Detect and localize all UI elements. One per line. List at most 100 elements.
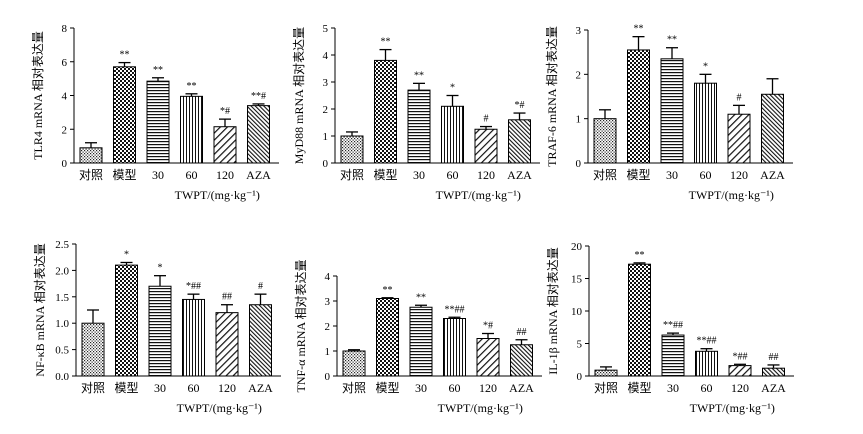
chart-panel-5: 0 1 2 3 4 对照 ** 模型 ** 30 **## 60 *# 120 ## AZA TWPT/(mg·… xyxy=(294,260,542,415)
significance-label: ## xyxy=(769,352,779,363)
y-tick-label: 15 xyxy=(571,274,583,286)
significance-label: **## xyxy=(663,320,683,331)
significance-label: **## xyxy=(445,304,465,315)
significance-label: *# xyxy=(220,106,230,117)
bar-2 xyxy=(115,264,138,377)
significance-label: # xyxy=(484,114,489,125)
category-label: 30 xyxy=(667,381,679,395)
bar-6 xyxy=(508,119,531,164)
x-axis-title: TWPT/(mg·kg⁻¹) xyxy=(690,401,775,415)
bar-2 xyxy=(627,49,650,164)
bar-2 xyxy=(374,59,397,164)
bar-5 xyxy=(474,128,498,164)
category-label: AZA xyxy=(760,168,785,182)
bar-5 xyxy=(728,365,752,377)
y-tick-label: 5 xyxy=(577,339,583,351)
category-label: 120 xyxy=(477,168,495,182)
significance-label: ** xyxy=(416,292,426,303)
category-label: AZA xyxy=(761,381,786,395)
category-label: 120 xyxy=(216,168,234,182)
category-label: 模型 xyxy=(375,381,399,395)
y-tick-label: 0 xyxy=(323,158,329,170)
bar-3 xyxy=(148,285,172,377)
bar-6 xyxy=(761,93,784,164)
y-tick-label: 0 xyxy=(577,371,583,383)
significance-label: # xyxy=(737,92,742,103)
y-tick-label: 1 xyxy=(325,346,331,358)
y-tick-label: 1.5 xyxy=(55,292,69,304)
y-tick-label: 3 xyxy=(325,296,331,308)
category-label: 模型 xyxy=(373,168,397,182)
category-label: AZA xyxy=(509,381,534,395)
category-label: 对照 xyxy=(340,168,364,182)
significance-label: ## xyxy=(222,292,232,303)
y-axis-title: NF-κB mRNA 相对表达量 xyxy=(33,243,47,376)
significance-label: * xyxy=(124,249,129,260)
bar-4 xyxy=(441,105,464,164)
category-label: 对照 xyxy=(79,168,103,182)
significance-label: ** xyxy=(634,24,644,35)
bar-5 xyxy=(213,126,237,164)
category-label: 对照 xyxy=(593,168,617,182)
x-axis-title: TWPT/(mg·kg⁻¹) xyxy=(438,401,523,415)
significance-label: *# xyxy=(515,100,525,111)
significance-label: ## xyxy=(517,327,527,338)
y-tick-label: 4 xyxy=(62,91,68,103)
y-tick-label: 5 xyxy=(323,23,329,35)
category-label: 120 xyxy=(730,168,748,182)
bar-2 xyxy=(628,263,651,377)
y-tick-label: 6 xyxy=(62,57,68,69)
significance-label: ** xyxy=(381,37,391,48)
significance-label: ** xyxy=(635,250,645,261)
bar-4 xyxy=(180,95,203,164)
bar-3 xyxy=(409,306,433,377)
significance-label: * xyxy=(158,263,163,274)
category-label: 60 xyxy=(188,381,200,395)
y-tick-label: 1 xyxy=(576,114,582,126)
bar-3 xyxy=(146,80,170,164)
significance-label: ** xyxy=(414,70,424,81)
x-axis-title: TWPT/(mg·kg⁻¹) xyxy=(175,188,260,202)
category-label: 120 xyxy=(479,381,497,395)
y-tick-label: 2 xyxy=(62,124,68,136)
category-label: 30 xyxy=(152,168,164,182)
bar-6 xyxy=(510,344,533,377)
y-tick-label: 4 xyxy=(325,271,331,283)
bar-1 xyxy=(593,118,617,164)
bar-4 xyxy=(182,298,205,377)
bar-6 xyxy=(247,105,270,164)
bar-3 xyxy=(407,89,431,164)
category-label: 对照 xyxy=(342,381,366,395)
category-label: 60 xyxy=(186,168,198,182)
y-tick-label: 2 xyxy=(323,104,329,116)
bar-6 xyxy=(762,367,785,377)
y-axis-title: MyD88 mRNA 相对表达量 xyxy=(292,27,306,164)
bar-5 xyxy=(476,338,500,377)
y-axis-title: TRAF-6 mRNA 相对表达量 xyxy=(545,26,559,167)
significance-label: * xyxy=(703,61,708,72)
bar-3 xyxy=(661,334,685,377)
significance-label: ** xyxy=(383,285,393,296)
y-tick-label: 0 xyxy=(62,158,68,170)
y-axis-title: TLR4 mRNA 相对表达量 xyxy=(31,31,45,160)
category-label: 30 xyxy=(154,381,166,395)
y-tick-label: 2.0 xyxy=(55,265,69,277)
significance-label: ** xyxy=(153,65,163,76)
bar-6 xyxy=(249,304,272,377)
category-label: 模型 xyxy=(626,168,650,182)
bar-4 xyxy=(695,350,718,377)
category-label: 120 xyxy=(218,381,236,395)
significance-label: **# xyxy=(251,91,266,102)
category-label: AZA xyxy=(507,168,532,182)
significance-label: *## xyxy=(186,281,201,292)
y-tick-label: 2 xyxy=(325,321,331,333)
bar-3 xyxy=(660,58,684,164)
significance-label: ** xyxy=(120,50,130,61)
y-axis-title: TNF-α mRNA 相对表达量 xyxy=(294,260,308,393)
category-label: 对照 xyxy=(81,381,105,395)
y-tick-label: 0 xyxy=(576,158,582,170)
y-tick-label: 0 xyxy=(325,371,331,383)
bar-2 xyxy=(376,298,399,377)
bar-1 xyxy=(594,369,618,377)
